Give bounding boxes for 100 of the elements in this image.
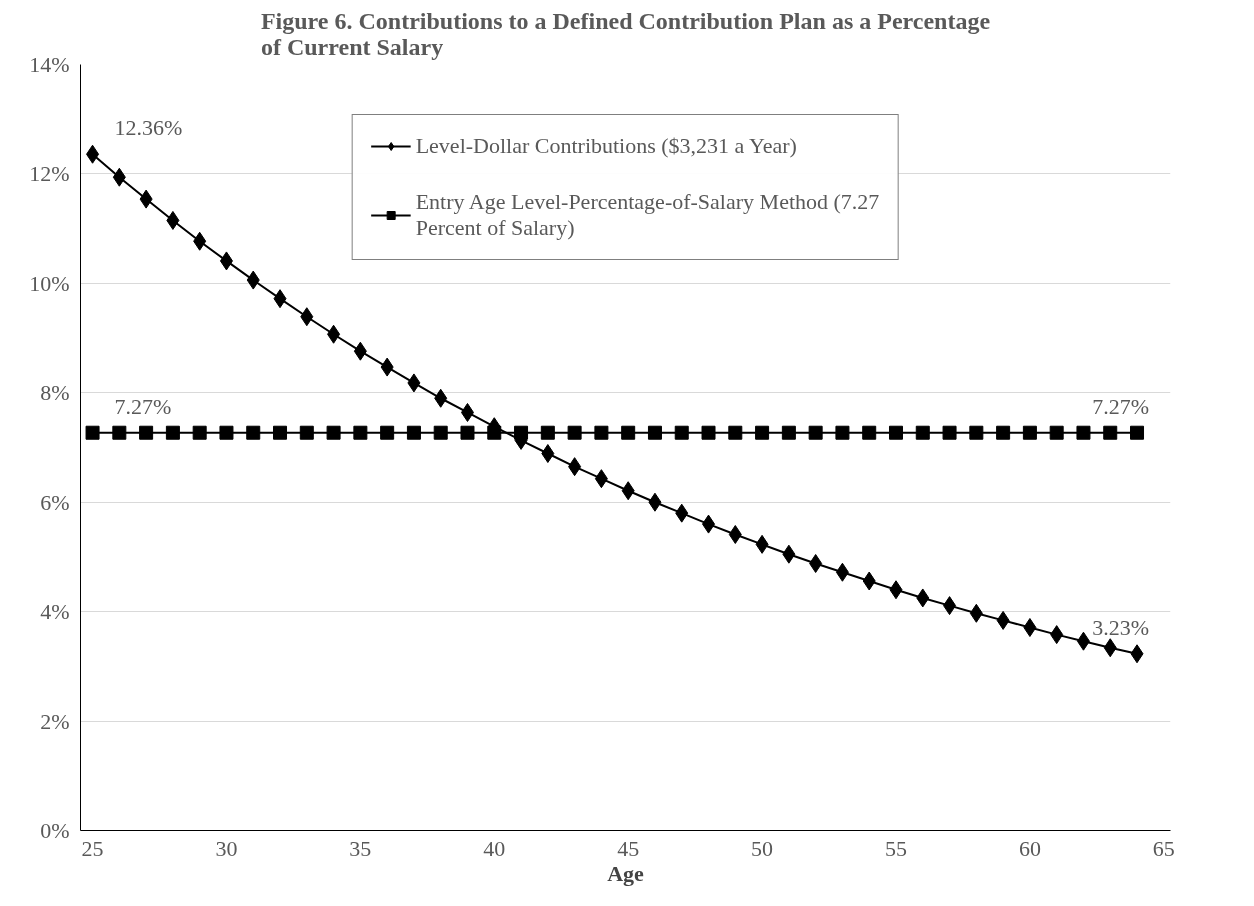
x-tick-label: 50 [751,835,774,861]
point [701,425,716,440]
point [647,425,662,440]
point [327,324,341,344]
x-tick-label: 45 [617,835,640,861]
data-label: 7.27% [1092,393,1150,419]
y-tick-label: 12% [29,161,70,187]
y-tick-label: 6% [40,489,70,515]
data-label: 12.36% [114,115,183,141]
point [835,425,850,440]
point [219,251,233,271]
point [219,425,234,440]
point [85,425,100,440]
point [942,425,957,440]
point [1076,631,1090,651]
point [541,444,555,464]
point [996,610,1010,630]
x-tick-label: 35 [349,835,372,861]
x-tick-label: 55 [884,835,907,861]
point [112,167,126,187]
point [1103,425,1118,440]
point [755,425,770,440]
point [568,457,582,477]
y-tick-label: 2% [40,708,70,734]
point [808,425,823,440]
legend-label: Level-Dollar Contributions ($3,231 a Year) [415,133,797,159]
point [326,425,341,440]
legend-label: Entry Age Level-Percentage-of-Salary Method (7.27 Percent of Salary) [415,189,880,241]
point [246,425,261,440]
point [192,425,207,440]
point [299,425,314,440]
point [648,492,662,512]
point [1130,425,1145,440]
point [782,544,796,564]
point [969,425,984,440]
point [166,210,180,230]
point [460,402,474,422]
point [139,189,153,209]
point [943,596,957,616]
point [889,580,903,600]
point [888,425,903,440]
point [702,514,716,534]
point [809,553,823,573]
point [353,341,367,361]
point [594,425,609,440]
point [193,231,207,251]
point [1103,638,1117,658]
point [1050,625,1064,645]
point [915,425,930,440]
point [728,425,743,440]
data-label: 7.27% [114,393,172,419]
point [621,481,635,501]
point [380,357,394,377]
x-axis-title: Age [607,860,645,886]
point [246,270,260,290]
point [273,425,288,440]
chart-title: Figure 6. Contributions to a Defined Contribution Plan as a Percentage of Current Salary [260,7,991,60]
point [1076,425,1091,440]
point [165,425,180,440]
y-tick-label: 0% [40,818,70,843]
point [406,425,421,440]
point [1049,425,1064,440]
point [996,425,1011,440]
point [675,503,689,523]
point [1022,425,1037,440]
point [916,588,930,608]
point [139,425,154,440]
point [567,425,582,440]
data-label: 3.23% [1092,614,1150,640]
point [862,425,877,440]
point [728,525,742,544]
y-tick-label: 10% [29,270,70,296]
point [434,388,448,408]
point [540,425,555,440]
point [835,562,849,582]
x-tick-label: 40 [483,835,506,861]
point [969,603,983,623]
point [621,425,636,440]
y-tick-label: 4% [40,599,70,625]
point [380,425,395,440]
point [594,469,608,489]
y-tick-label: 8% [40,380,70,406]
x-tick-label: 60 [1018,835,1041,861]
point [674,425,689,440]
point [781,425,796,440]
point [273,289,287,309]
point [300,307,314,327]
point [433,425,448,440]
point [407,373,421,393]
point [755,534,769,554]
point [112,425,127,440]
x-tick-label: 25 [81,835,104,861]
point [1023,618,1037,638]
point [862,571,876,591]
y-tick-label: 14% [29,52,70,77]
x-tick-label: 30 [215,835,238,861]
x-tick-label: 65 [1152,835,1175,861]
point [1130,644,1144,664]
point [86,144,100,164]
point [353,425,368,440]
